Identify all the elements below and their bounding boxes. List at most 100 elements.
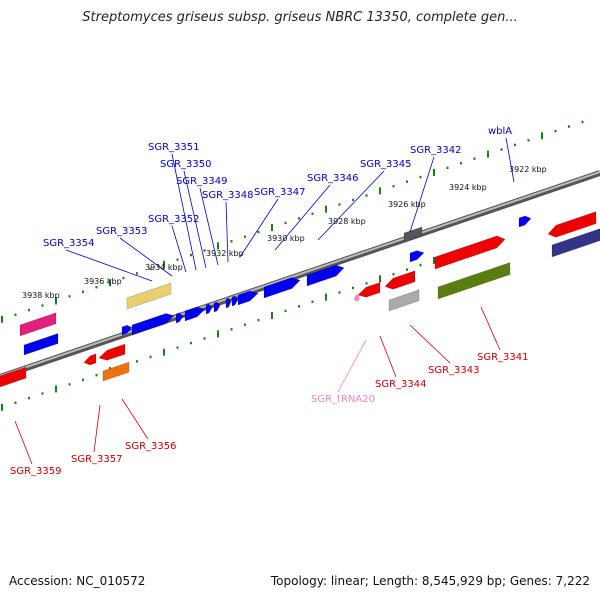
gene-label[interactable]: SGR_3343 [428, 365, 480, 376]
ruler-dot [28, 396, 30, 400]
gene-arrow[interactable] [263, 277, 301, 299]
scale-tick-label: 3934 kbp [145, 263, 183, 272]
scale-tick-label: 3930 kbp [267, 234, 305, 243]
ruler-major-tick [217, 330, 219, 338]
gene-label[interactable]: SGR_3341 [477, 352, 529, 363]
gene-arrow[interactable] [237, 290, 259, 306]
gene-arrow[interactable] [434, 235, 506, 270]
gene-arrow[interactable] [518, 215, 532, 228]
gene-arrow[interactable] [551, 228, 600, 258]
gene-label[interactable]: wblA [488, 126, 512, 137]
ruler-dot [568, 125, 570, 128]
ruler-dot [68, 383, 71, 386]
gene-arrow[interactable] [175, 312, 184, 324]
ruler-major-tick [217, 242, 219, 250]
ruler-major-tick [109, 279, 111, 287]
gene-arrow[interactable] [231, 295, 239, 307]
leader-line [409, 156, 435, 233]
gene-label[interactable]: SGR_3346 [307, 173, 359, 184]
ruler-dot [68, 295, 71, 298]
gene-label[interactable]: SGR_3350 [160, 159, 212, 170]
ruler-dot [203, 337, 206, 340]
gene-arrow[interactable] [184, 306, 206, 322]
leader-line [317, 170, 385, 241]
gene-label[interactable]: SGR_3345 [360, 159, 412, 170]
gene-label[interactable]: SGR_3357 [71, 454, 123, 465]
ruler-major-tick [55, 297, 57, 305]
leader-line [14, 420, 33, 465]
leader-line [337, 339, 367, 393]
gene-arrow[interactable] [357, 282, 381, 298]
ruler-dot [406, 180, 408, 183]
gene-label[interactable]: SGR_3344 [375, 379, 427, 390]
gene-arrow[interactable] [306, 264, 345, 287]
gene-label[interactable]: SGR_3342 [410, 145, 462, 156]
ruler-dot [190, 253, 192, 257]
gene-arrow[interactable] [23, 333, 59, 356]
gene-arrow[interactable] [102, 361, 130, 382]
gene-arrow[interactable] [205, 303, 213, 315]
gene-arrow[interactable] [98, 343, 126, 361]
gene-arrow[interactable] [353, 293, 360, 302]
ruler-major-tick [379, 187, 381, 195]
ruler-dot [41, 304, 44, 307]
gene-labels: wblASGR_3342SGR_3345SGR_3346SGR_3347SGR_… [10, 126, 529, 477]
ruler-major-tick [163, 348, 165, 356]
ruler-dot [581, 120, 584, 124]
gene-arrow[interactable] [388, 289, 420, 312]
ruler-dot [203, 249, 206, 252]
gene-label[interactable]: SGR_3348 [202, 190, 254, 201]
gene-arrow[interactable] [225, 297, 232, 309]
scale-tick-label: 3924 kbp [449, 183, 487, 192]
gene-arrow[interactable] [403, 226, 423, 243]
ruler-dot [176, 346, 179, 349]
gene-label[interactable]: SGR_3354 [43, 238, 95, 249]
ruler-major-tick [271, 224, 273, 232]
gene-label[interactable]: SGR_3347 [254, 187, 306, 198]
gene-arrow[interactable] [409, 250, 425, 263]
gene-arrow[interactable] [547, 211, 597, 238]
ruler-dot [365, 282, 368, 285]
ruler-major-tick [433, 256, 435, 264]
gene-label[interactable]: SGR_3356 [125, 441, 177, 452]
gene-label[interactable]: SGR_tRNA20 [311, 394, 375, 405]
gene-arrow[interactable] [19, 312, 57, 337]
gene-arrow[interactable] [213, 301, 221, 313]
leader-line [171, 225, 187, 273]
gene-arrow[interactable] [126, 282, 172, 310]
gene-label[interactable]: SGR_3353 [96, 226, 148, 237]
ruler-dot [95, 373, 98, 377]
gene-arrow[interactable] [437, 262, 511, 300]
genome-backbone [0, 170, 600, 380]
ruler-dot [419, 175, 422, 179]
gene-arrow[interactable] [83, 353, 97, 366]
ruler-dot [338, 291, 341, 294]
ruler-major-tick [325, 293, 327, 301]
gene-label[interactable]: SGR_3349 [176, 176, 228, 187]
gene-arrow[interactable] [384, 270, 416, 290]
gene-arrow[interactable] [131, 313, 175, 336]
ruler-dot [500, 148, 503, 151]
ruler-dot [28, 308, 30, 312]
gene-label[interactable]: SGR_3351 [148, 142, 200, 153]
ruler-dot [365, 194, 368, 197]
accession-text: Accession: NC_010572 [9, 574, 146, 588]
ruler-dot [244, 235, 246, 238]
ruler-dot [311, 300, 314, 303]
gene-arrow[interactable] [121, 324, 133, 336]
ruler-dot [82, 290, 84, 293]
gene-arrow[interactable] [0, 366, 27, 388]
ruler-major-tick [433, 168, 435, 176]
leader-line [239, 198, 279, 258]
gene-label[interactable]: SGR_3359 [10, 466, 62, 477]
ruler-dot [136, 272, 138, 275]
leader-line [93, 404, 101, 453]
ruler-dot [460, 162, 462, 165]
ruler-dot [136, 360, 138, 363]
ruler-dot [244, 323, 246, 326]
ruler-dot [14, 313, 17, 316]
gene-label[interactable]: SGR_3352 [148, 214, 200, 225]
ruler-dot [311, 212, 314, 215]
scale-tick-label: 3936 kbp [84, 277, 122, 286]
